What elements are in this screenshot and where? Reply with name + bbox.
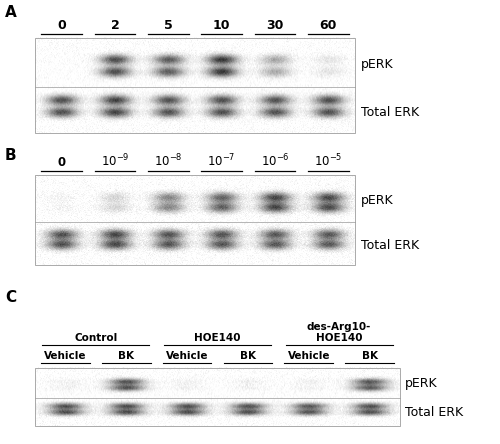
Text: Vehicle: Vehicle — [44, 351, 86, 361]
Text: 0: 0 — [58, 19, 66, 32]
Text: Vehicle: Vehicle — [166, 351, 208, 361]
Text: HOE140: HOE140 — [316, 333, 362, 343]
Text: $10^{-6}$: $10^{-6}$ — [260, 152, 290, 169]
Text: A: A — [5, 5, 17, 20]
Text: 10: 10 — [213, 19, 230, 32]
Text: B: B — [5, 148, 16, 163]
Text: BK: BK — [118, 351, 134, 361]
Text: pERK: pERK — [361, 58, 394, 71]
Text: des-Arg10-: des-Arg10- — [307, 322, 372, 332]
Text: BK: BK — [240, 351, 256, 361]
Text: Vehicle: Vehicle — [288, 351, 330, 361]
Bar — [35, 175, 355, 265]
Text: BK: BK — [362, 351, 378, 361]
Bar — [35, 38, 355, 133]
Text: 0: 0 — [58, 156, 66, 169]
Text: 5: 5 — [164, 19, 172, 32]
Text: 60: 60 — [320, 19, 337, 32]
Text: $10^{-7}$: $10^{-7}$ — [208, 152, 236, 169]
Text: $10^{-8}$: $10^{-8}$ — [154, 152, 182, 169]
Text: Total ERK: Total ERK — [405, 405, 463, 419]
Text: Total ERK: Total ERK — [361, 239, 419, 252]
Text: pERK: pERK — [361, 194, 394, 207]
Text: 30: 30 — [266, 19, 283, 32]
Text: $10^{-9}$: $10^{-9}$ — [100, 152, 130, 169]
Text: C: C — [5, 290, 16, 305]
Text: Control: Control — [74, 333, 118, 343]
Text: pERK: pERK — [405, 377, 438, 389]
Bar — [35, 368, 400, 426]
Text: Total ERK: Total ERK — [361, 106, 419, 119]
Text: HOE140: HOE140 — [194, 333, 241, 343]
Text: $10^{-5}$: $10^{-5}$ — [314, 152, 342, 169]
Text: 2: 2 — [110, 19, 120, 32]
